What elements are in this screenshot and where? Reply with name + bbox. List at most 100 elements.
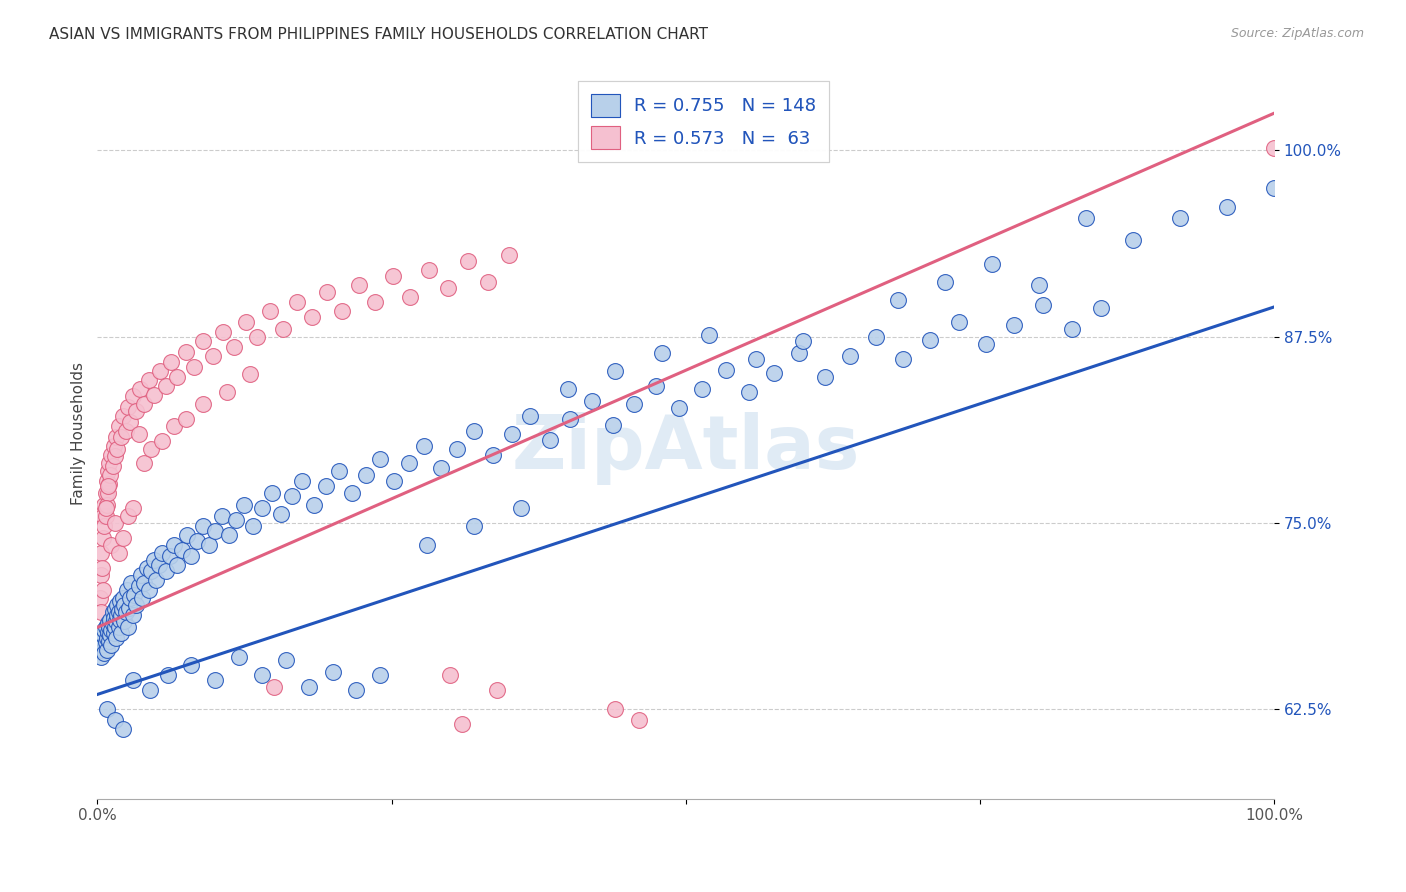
Point (155, 379, 177, 393)
Point (94, 501, 117, 516)
Point (1090, 301, 1112, 316)
Point (738, 384, 761, 399)
Point (893, 352, 915, 367)
Point (246, 330, 269, 344)
Point (498, 248, 520, 262)
Point (105, 615, 128, 629)
Point (439, 668, 461, 682)
Point (98, 620, 121, 634)
Point (148, 558, 170, 572)
Point (398, 457, 420, 471)
Point (122, 588, 145, 602)
Point (128, 426, 150, 441)
Point (100, 624, 122, 638)
Point (105, 598, 128, 612)
Point (98, 457, 121, 471)
Text: ZipAtlas: ZipAtlas (512, 412, 860, 484)
Point (93, 646, 115, 660)
Point (98, 628, 121, 642)
Point (149, 364, 172, 378)
Point (90, 650, 112, 665)
Point (176, 528, 198, 542)
Point (368, 452, 391, 467)
Point (90, 546, 112, 560)
Point (291, 475, 314, 489)
Point (270, 507, 292, 521)
Point (1032, 298, 1054, 312)
Point (103, 611, 125, 625)
Point (131, 591, 153, 605)
Point (107, 620, 129, 634)
Point (920, 333, 942, 347)
Point (117, 400, 139, 414)
Point (446, 442, 468, 456)
Point (105, 442, 128, 456)
Point (174, 344, 197, 359)
Point (96, 475, 118, 489)
Point (538, 433, 561, 447)
Point (1216, 200, 1239, 214)
Point (787, 346, 810, 360)
Point (627, 713, 650, 727)
Point (91, 632, 114, 647)
Point (581, 393, 603, 408)
Point (180, 657, 202, 672)
Point (112, 531, 135, 545)
Point (108, 613, 131, 627)
Point (347, 277, 370, 292)
Point (159, 549, 181, 563)
Point (145, 573, 167, 587)
Point (222, 340, 245, 354)
Point (105, 429, 128, 443)
Point (250, 668, 273, 682)
Point (105, 608, 128, 623)
Point (183, 359, 205, 374)
Point (97, 479, 120, 493)
Point (91, 583, 114, 598)
Point (477, 275, 499, 289)
Point (186, 533, 208, 548)
Point (170, 542, 193, 557)
Point (112, 615, 135, 629)
Point (129, 568, 152, 582)
Point (762, 366, 785, 380)
Point (125, 404, 148, 418)
Point (233, 498, 256, 512)
Point (381, 268, 404, 283)
Text: Source: ZipAtlas.com: Source: ZipAtlas.com (1230, 27, 1364, 40)
Point (603, 702, 626, 716)
Point (104, 620, 127, 634)
Point (239, 367, 262, 381)
Point (364, 295, 387, 310)
Point (510, 501, 533, 516)
Point (104, 449, 127, 463)
Point (97, 615, 120, 630)
Point (112, 409, 135, 423)
Point (138, 583, 160, 598)
Point (1263, 140, 1285, 154)
Point (354, 468, 377, 483)
Point (100, 638, 122, 652)
Point (1168, 211, 1191, 225)
Point (451, 717, 474, 731)
Point (193, 519, 215, 533)
Point (235, 315, 257, 329)
Point (94, 620, 117, 634)
Point (416, 538, 439, 552)
Point (150, 434, 173, 448)
Point (134, 575, 156, 590)
Point (603, 364, 626, 378)
Point (91, 628, 114, 642)
Text: ASIAN VS IMMIGRANTS FROM PHILIPPINES FAMILY HOUSEHOLDS CORRELATION CHART: ASIAN VS IMMIGRANTS FROM PHILIPPINES FAM… (49, 27, 709, 42)
Point (142, 553, 165, 567)
Point (128, 382, 150, 396)
Point (90, 568, 112, 582)
Point (274, 653, 297, 667)
Point (1002, 318, 1025, 332)
Point (204, 673, 226, 687)
Point (271, 322, 294, 336)
Point (98, 477, 121, 491)
Point (193, 334, 215, 349)
Point (94, 508, 117, 523)
Point (163, 419, 186, 434)
